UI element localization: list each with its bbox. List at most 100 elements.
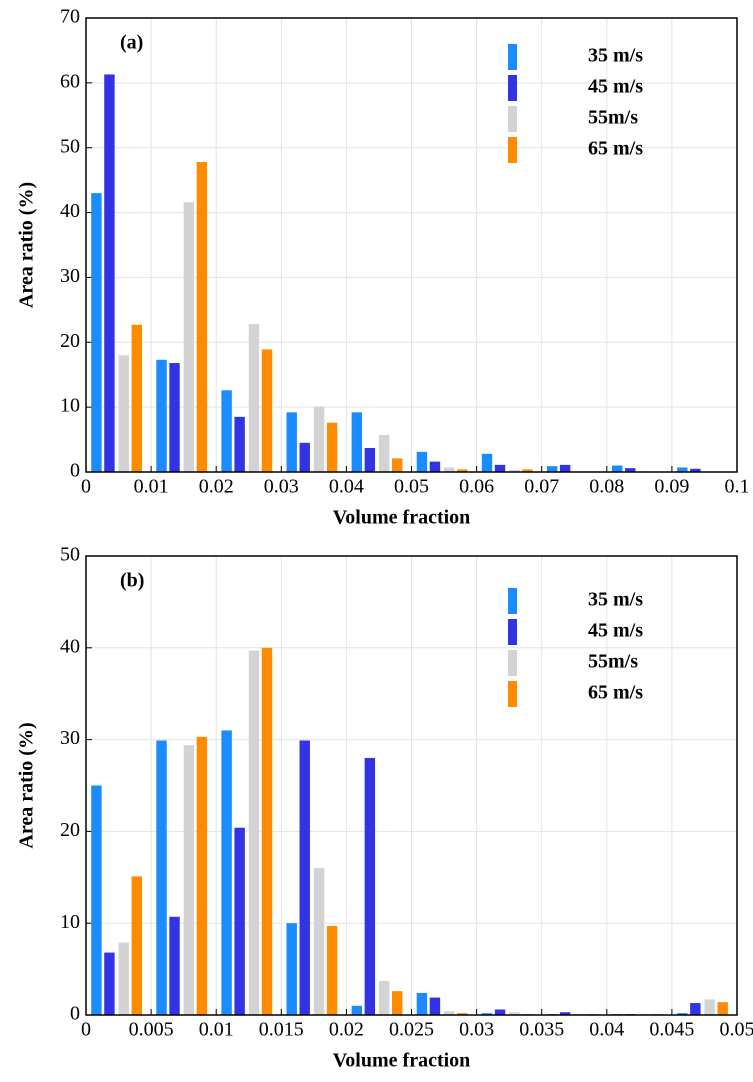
x-axis-label: Volume fraction — [333, 507, 471, 529]
x-tick-label: 0.01 — [199, 1019, 234, 1041]
bar — [391, 458, 403, 472]
bar — [313, 868, 325, 1015]
bar — [234, 827, 245, 1015]
bar — [286, 923, 297, 1015]
bar — [248, 650, 260, 1015]
x-tick-label: 0.04 — [589, 1019, 624, 1041]
bar — [221, 730, 232, 1015]
plot-frame — [85, 555, 738, 1016]
bar — [326, 925, 338, 1015]
bar — [248, 324, 260, 472]
x-tick-label: 0 — [81, 476, 91, 498]
bar — [690, 1003, 701, 1015]
x-tick-label: 0.1 — [725, 476, 750, 498]
legend-label: 45 m/s — [588, 620, 643, 642]
y-tick-label: 50 — [60, 135, 80, 157]
bar — [104, 952, 115, 1015]
x-tick-label: 0.04 — [329, 476, 364, 498]
x-tick-label: 0.06 — [459, 476, 494, 498]
legend-label: 45 m/s — [588, 76, 643, 98]
bar — [704, 999, 715, 1015]
y-tick-label: 50 — [60, 544, 80, 566]
bar — [299, 442, 310, 472]
bar — [351, 1005, 363, 1015]
bar — [261, 647, 273, 1015]
bar — [221, 390, 232, 472]
bar — [481, 453, 493, 472]
bar — [429, 997, 441, 1015]
y-tick-label: 10 — [60, 395, 80, 417]
y-tick-label: 30 — [60, 727, 80, 749]
legend-label: 55m/s — [588, 651, 638, 673]
bar — [559, 464, 571, 472]
bar — [326, 422, 338, 472]
legend-label: 35 m/s — [588, 589, 643, 611]
x-tick-label: 0.09 — [654, 476, 689, 498]
legend-swatch — [508, 588, 517, 614]
bar — [104, 74, 115, 472]
x-tick-label: 0.03 — [459, 1019, 494, 1041]
bar — [559, 1012, 571, 1015]
bar — [169, 916, 180, 1015]
x-tick-label: 0.025 — [389, 1019, 434, 1041]
bar — [118, 942, 129, 1015]
x-tick-label: 0.015 — [259, 1019, 304, 1041]
bar — [416, 992, 428, 1015]
bar — [183, 745, 195, 1015]
bar — [481, 1013, 493, 1015]
y-tick-label: 30 — [60, 265, 80, 287]
bar — [677, 467, 688, 472]
bar — [509, 470, 520, 472]
bar — [509, 1012, 520, 1015]
panel-label: (b) — [120, 570, 144, 592]
x-tick-label: 0.01 — [134, 476, 169, 498]
x-tick-label: 0.045 — [649, 1019, 694, 1041]
y-tick-label: 10 — [60, 911, 80, 933]
bar — [196, 161, 208, 473]
bar — [416, 451, 428, 472]
bar — [429, 461, 441, 472]
legend-label: 65 m/s — [588, 138, 643, 160]
bar — [494, 1009, 506, 1015]
legend-label: 55m/s — [588, 107, 638, 129]
legend-swatch — [508, 137, 517, 163]
bar — [234, 416, 245, 472]
bar — [299, 740, 310, 1015]
legend-swatch — [508, 75, 517, 101]
y-tick-label: 60 — [60, 70, 80, 92]
x-axis-label: Volume fraction — [333, 1050, 471, 1072]
bar — [313, 406, 325, 472]
x-tick-label: 0.03 — [264, 476, 299, 498]
x-tick-label: 0.035 — [519, 1019, 564, 1041]
bar — [625, 468, 636, 472]
bar — [286, 412, 297, 472]
bar — [364, 448, 376, 472]
bar — [546, 466, 558, 472]
x-tick-label: 0.05 — [394, 476, 429, 498]
y-tick-label: 20 — [60, 819, 80, 841]
legend-swatch — [508, 619, 517, 645]
bar — [118, 355, 129, 472]
bar — [131, 324, 142, 472]
y-tick-label: 0 — [70, 1003, 80, 1025]
bar — [378, 435, 390, 472]
bar — [91, 193, 102, 472]
bar — [183, 202, 195, 473]
bar — [457, 1013, 468, 1015]
bar — [612, 465, 623, 472]
x-tick-label: 0.02 — [199, 476, 234, 498]
legend-swatch — [508, 44, 517, 70]
legend-swatch — [508, 650, 517, 676]
x-tick-label: 0 — [81, 1019, 91, 1041]
bar — [91, 785, 102, 1015]
bar — [457, 469, 468, 472]
legend-swatch — [508, 681, 517, 707]
y-tick-label: 70 — [60, 6, 80, 28]
y-tick-label: 0 — [70, 460, 80, 482]
bar — [261, 349, 273, 472]
bar — [677, 1013, 688, 1015]
x-tick-label: 0.005 — [129, 1019, 174, 1041]
x-tick-label: 0.07 — [524, 476, 559, 498]
bar — [444, 1011, 455, 1015]
